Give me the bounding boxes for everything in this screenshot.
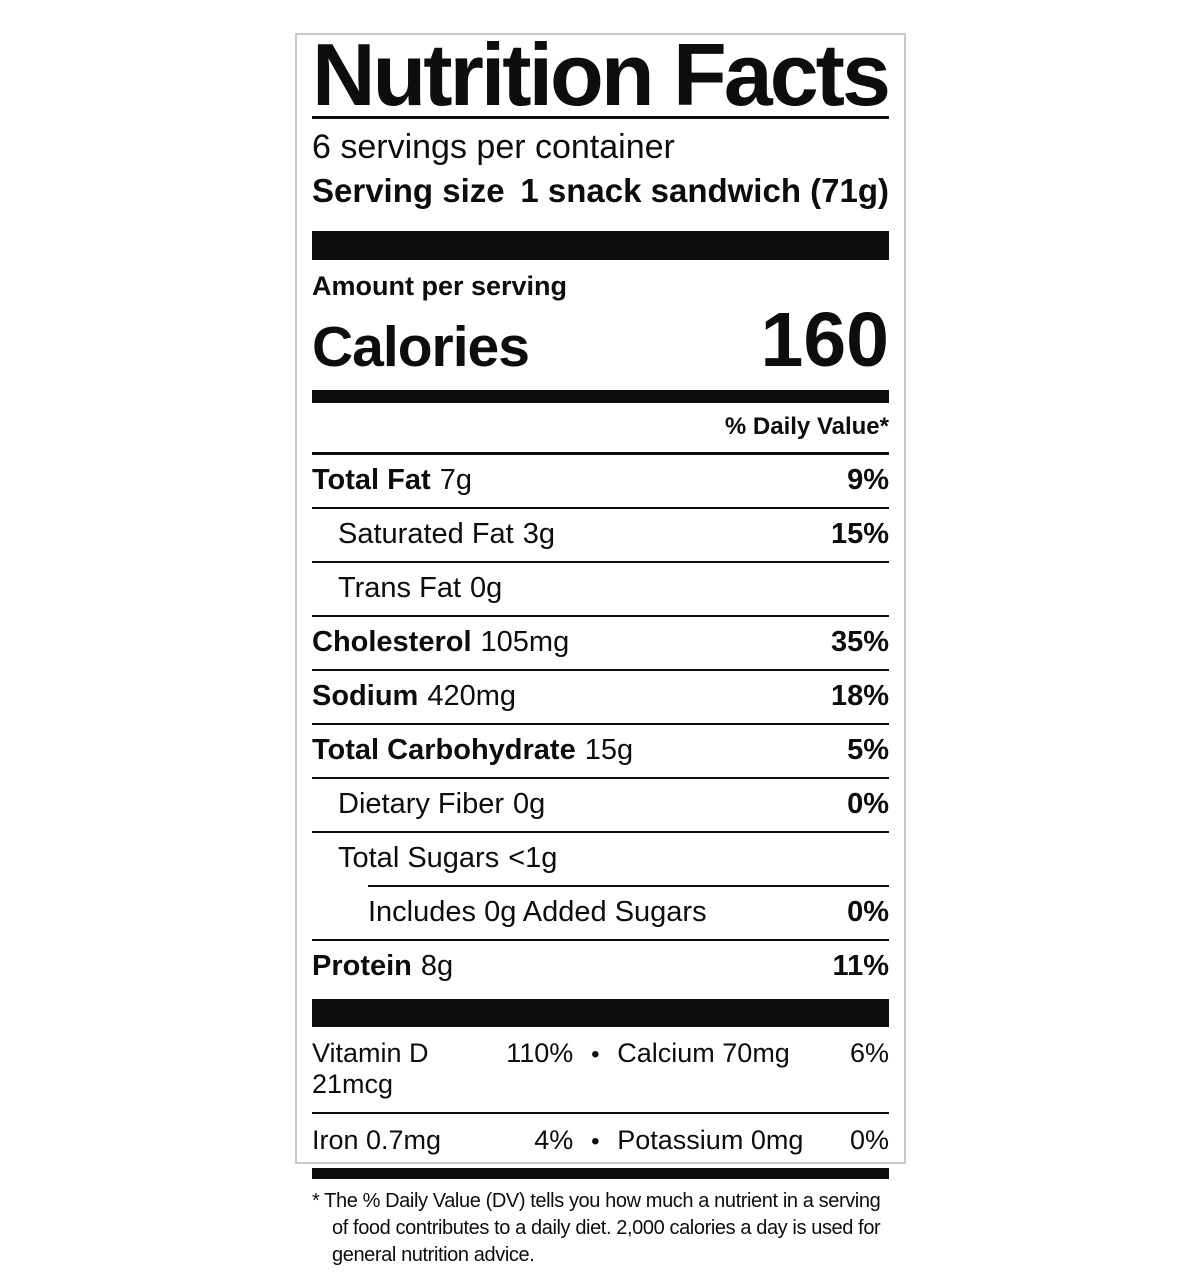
calories-value: 160 — [760, 297, 889, 383]
nutrient-name-amount: Protein 8g — [312, 950, 454, 983]
daily-value-footnote: * The % Daily Value (DV) tells you how m… — [312, 1190, 881, 1267]
serving-size-row: Serving size 1 snack sandwich (71g) — [312, 167, 889, 219]
nutrient-row-sodium: Sodium 420mg 18% — [312, 669, 889, 723]
nutrient-row-saturated-fat: Saturated Fat 3g 15% — [312, 507, 889, 561]
nutrient-row-dietary-fiber: Dietary Fiber 0g 0% — [312, 777, 889, 831]
medium-divider-bar — [312, 390, 889, 404]
micro-pair-left: Vitamin D 21mcg 110% — [312, 1038, 573, 1100]
serving-size-value: 1 snack sandwich (71g) — [520, 172, 889, 209]
nutrient-name-amount: Cholesterol 105mg — [312, 626, 570, 659]
nutrient-name-amount: Trans Fat 0g — [338, 572, 503, 605]
nutrient-dv: 5% — [847, 734, 889, 767]
nutrient-dv: 0% — [847, 896, 889, 929]
nutrient-name-amount: Includes 0g Added Sugars — [368, 896, 707, 929]
nutrient-dv: 18% — [830, 680, 889, 713]
daily-value-header: % Daily Value* — [312, 403, 889, 456]
amount-per-serving-label: Amount per serving — [312, 271, 568, 301]
serving-size-label: Serving size — [312, 172, 505, 209]
micronutrient-row-1: Vitamin D 21mcg 110% • Calcium 70mg 6% — [312, 1027, 889, 1115]
nutrient-row-total-carbohydrate: Total Carbohydrate 15g 5% — [312, 723, 889, 777]
nutrition-facts-label: Nutrition Facts 6 servings per container… — [295, 25, 906, 1266]
nutrient-row-cholesterol: Cholesterol 105mg 35% — [312, 615, 889, 669]
nutrient-name-amount: Total Sugars <1g — [338, 842, 558, 875]
nutrient-row-total-sugars: Total Sugars <1g — [312, 831, 889, 885]
nutrient-name-amount: Total Carbohydrate 15g — [312, 734, 634, 767]
nutrient-row-total-fat: Total Fat 7g 9% — [312, 455, 889, 507]
nutrient-name-amount: Dietary Fiber 0g — [338, 788, 546, 821]
nutrient-dv: 35% — [830, 626, 889, 659]
nutrient-row-protein: Protein 8g 11% — [312, 939, 889, 993]
nutrient-row-added-sugars: Includes 0g Added Sugars 0% — [312, 885, 889, 939]
bullet-separator-icon: • — [591, 1041, 600, 1069]
nutrient-row-trans-fat: Trans Fat 0g — [312, 561, 889, 615]
thick-divider-bar-top — [312, 231, 889, 260]
micro-pair-left: Iron 0.7mg 4% — [312, 1125, 573, 1156]
micro-name: Iron 0.7mg — [312, 1125, 442, 1156]
calories-row: Calories 160 — [312, 302, 889, 390]
thick-divider-bar-bottom — [312, 999, 889, 1028]
nutrient-dv: 0% — [847, 788, 889, 821]
label-title: Nutrition Facts — [312, 25, 891, 124]
servings-per-container: 6 servings per container — [312, 128, 675, 166]
calories-label: Calories — [312, 315, 530, 379]
title-divider — [312, 116, 889, 119]
nutrient-name-amount: Total Fat 7g — [312, 464, 472, 497]
micro-dv: 6% — [849, 1038, 889, 1069]
nutrient-name-amount: Sodium 420mg — [312, 680, 517, 713]
nutrient-dv: 11% — [832, 950, 889, 983]
micro-dv: 4% — [534, 1125, 574, 1156]
footnote-divider-bar — [312, 1168, 889, 1180]
page-background: Nutrition Facts 6 servings per container… — [295, 25, 906, 1266]
micro-pair-right: Potassium 0mg 0% — [617, 1125, 889, 1156]
nutrient-dv: 9% — [847, 464, 889, 497]
micro-dv: 110% — [506, 1038, 574, 1069]
micro-pair-right: Calcium 70mg 6% — [617, 1038, 889, 1069]
micro-dv: 0% — [849, 1125, 889, 1156]
bullet-separator-icon: • — [591, 1128, 600, 1156]
micronutrient-row-2: Iron 0.7mg 4% • Potassium 0mg 0% — [312, 1114, 889, 1168]
micro-name: Vitamin D 21mcg — [312, 1038, 429, 1100]
micro-name: Calcium 70mg — [617, 1038, 790, 1069]
nutrient-dv: 15% — [830, 518, 889, 551]
nutrient-name-amount: Saturated Fat 3g — [338, 518, 555, 551]
micro-name: Potassium 0mg — [617, 1125, 804, 1156]
nutrient-table: Total Fat 7g 9% Saturated Fat 3g 15% Trans… — [312, 455, 889, 993]
